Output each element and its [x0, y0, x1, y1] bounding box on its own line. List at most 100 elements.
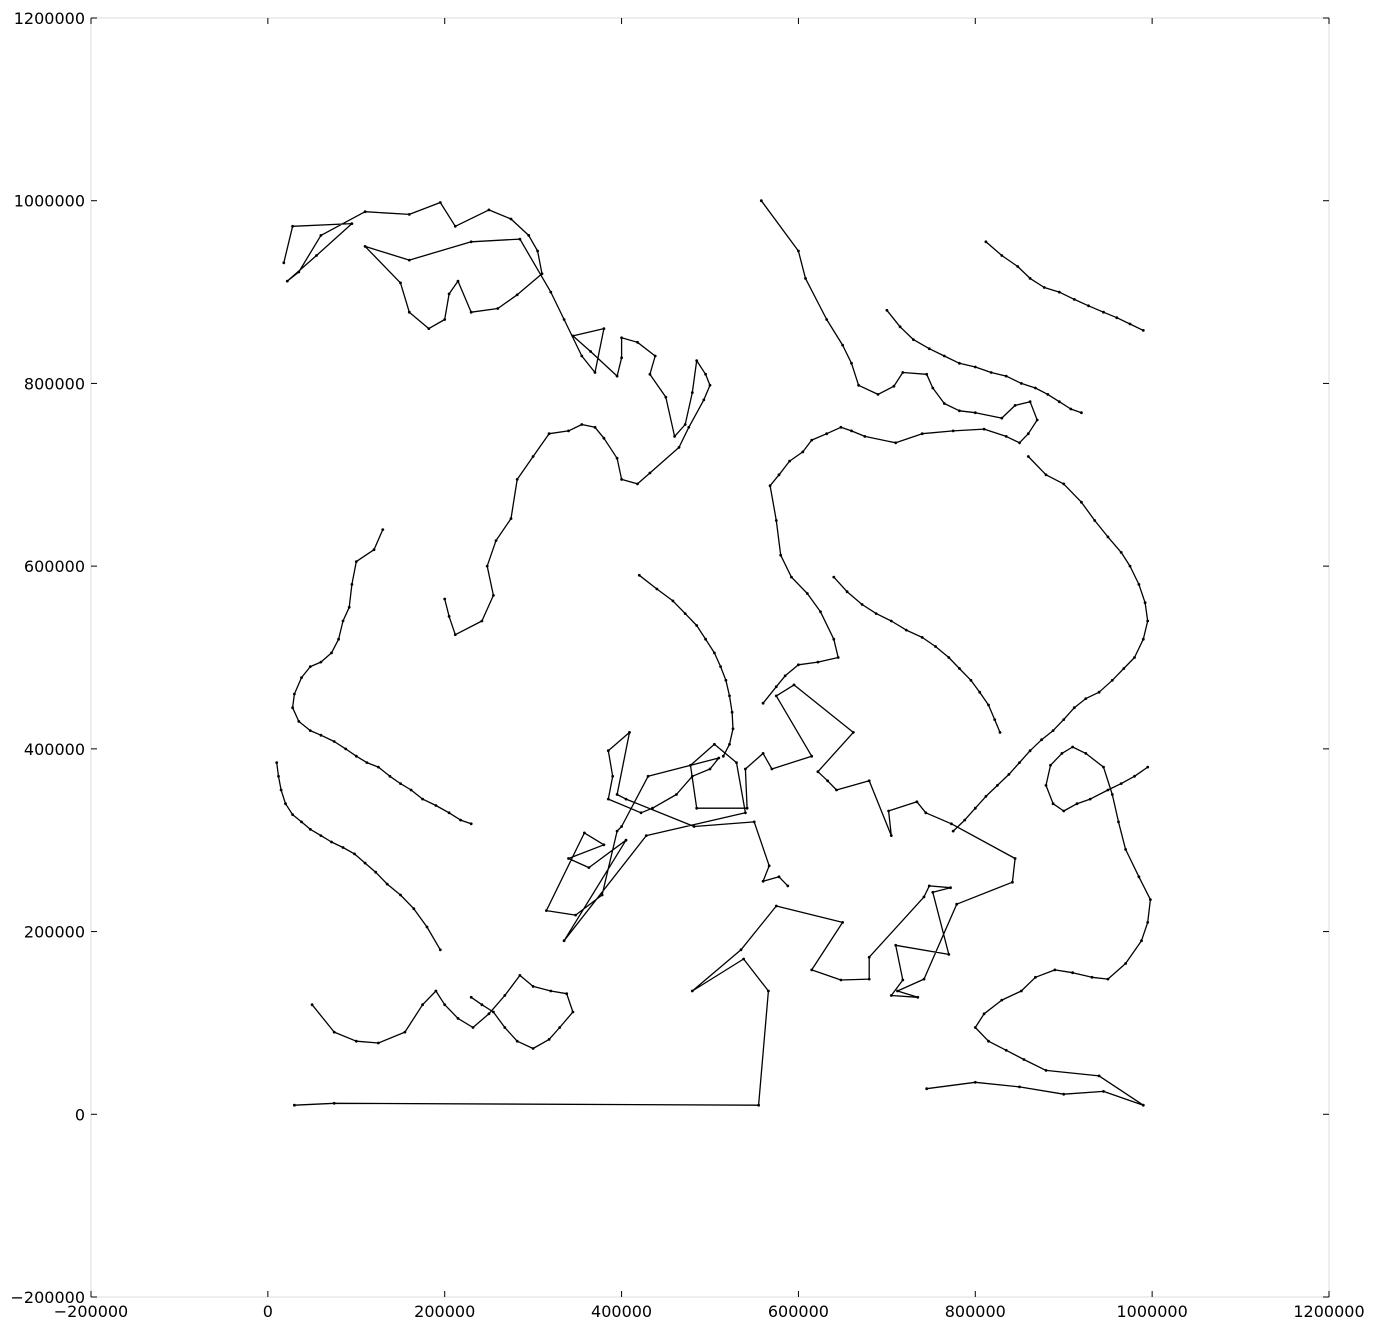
data-point: [567, 429, 570, 433]
data-point: [337, 637, 340, 641]
data-point: [1087, 304, 1090, 308]
data-point: [648, 471, 652, 475]
data-point: [719, 665, 722, 668]
data-point: [1084, 752, 1088, 755]
data-point: [767, 864, 771, 868]
data-point: [1097, 690, 1101, 694]
data-point: [319, 733, 323, 737]
data-point: [1051, 802, 1055, 806]
data-point: [982, 1012, 986, 1016]
data-point: [412, 907, 416, 911]
data-point: [973, 806, 977, 810]
data-point: [1004, 1048, 1008, 1052]
data-point: [332, 1101, 336, 1105]
data-point: [574, 913, 577, 917]
data-point: [1090, 975, 1094, 979]
data-point: [503, 1026, 507, 1029]
data-point: [889, 994, 893, 997]
data-point: [279, 788, 283, 792]
data-point: [407, 258, 411, 262]
data-point: [1060, 752, 1064, 755]
data-point: [901, 371, 905, 374]
y-tick-label: 800000: [24, 374, 85, 393]
data-point: [421, 1003, 424, 1007]
data-point: [438, 948, 442, 952]
data-point: [308, 665, 312, 668]
x-tick-label: 0: [263, 1302, 273, 1321]
data-point: [942, 354, 946, 358]
data-point: [308, 729, 312, 732]
data-point: [1102, 765, 1105, 769]
data-point: [1071, 745, 1074, 749]
data-point: [624, 797, 628, 801]
data-point: [547, 1038, 551, 1041]
data-point: [1034, 975, 1037, 979]
data-point: [515, 1039, 519, 1043]
data-point: [894, 441, 898, 445]
data-point: [1007, 773, 1011, 776]
data-point: [739, 948, 743, 952]
data-point: [867, 977, 871, 981]
data-point: [1084, 697, 1088, 700]
data-point: [752, 820, 756, 824]
data-point: [1102, 310, 1105, 314]
data-point: [284, 802, 287, 806]
data-point: [744, 767, 747, 771]
data-point: [1075, 802, 1079, 806]
data-point: [826, 779, 829, 783]
data-point: [1016, 265, 1020, 268]
data-point: [1046, 393, 1050, 396]
data-point: [942, 402, 946, 405]
data-point: [1011, 880, 1014, 884]
data-point: [651, 806, 654, 810]
data-point: [562, 939, 566, 943]
series-line: [985, 241, 1144, 331]
data-point: [931, 890, 935, 894]
data-point: [365, 761, 369, 764]
data-point: [973, 1026, 977, 1029]
data-point: [984, 240, 988, 244]
data-point: [744, 811, 747, 815]
data-point: [1044, 1069, 1048, 1072]
data-point: [1137, 583, 1141, 586]
data-point: [1093, 519, 1097, 522]
data-point: [695, 359, 699, 362]
data-point: [777, 473, 781, 477]
data-point: [982, 427, 986, 431]
data-point: [341, 619, 345, 623]
data-point: [1072, 706, 1076, 710]
data-point: [363, 861, 367, 865]
data-point: [593, 371, 597, 374]
data-point: [531, 1047, 535, 1050]
data-point: [790, 575, 793, 579]
data-point: [1062, 718, 1066, 721]
data-point: [832, 575, 836, 579]
data-point: [332, 1030, 336, 1034]
data-point: [951, 829, 955, 833]
data-point: [330, 651, 333, 655]
data-point: [713, 742, 716, 746]
data-point: [816, 660, 820, 664]
data-point: [735, 761, 738, 764]
data-point: [874, 612, 878, 615]
data-point: [810, 968, 814, 972]
data-point: [565, 992, 569, 996]
data-point: [1019, 989, 1023, 993]
data-point: [459, 818, 462, 822]
data-point: [1133, 774, 1136, 778]
data-point: [887, 809, 890, 813]
data-point: [797, 249, 800, 253]
data-point: [469, 822, 473, 826]
data-point: [602, 843, 606, 847]
data-point: [683, 423, 687, 426]
series-line: [952, 456, 1149, 832]
data-point: [730, 710, 734, 714]
data-point: [931, 386, 935, 390]
data-point: [797, 663, 800, 667]
data-point: [1019, 382, 1023, 385]
data-point: [425, 925, 429, 929]
data-point: [1141, 329, 1145, 332]
data-point: [1062, 482, 1066, 486]
data-point: [443, 597, 447, 601]
data-point: [377, 765, 380, 769]
